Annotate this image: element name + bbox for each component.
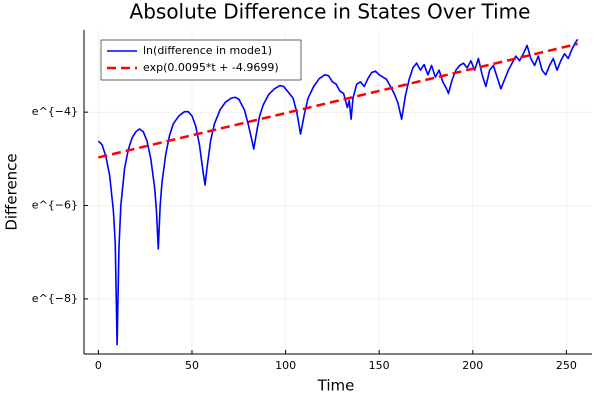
x-tick-label: 150 [369,359,390,372]
x-axis-label: Time [317,377,355,395]
x-tick-label: 50 [185,359,199,372]
x-tick-label: 100 [275,359,296,372]
y-axis-label: Difference [3,153,21,230]
y-tick-label: e^{−4} [32,105,78,118]
legend-label: exp(0.0095*t + -4.9699) [143,61,279,74]
series-line [97,38,579,346]
chart-title: Absolute Difference in States Over Time [130,0,531,24]
x-tick-label: 250 [556,359,577,372]
x-tick-label: 0 [95,359,102,372]
x-tick-label: 200 [462,359,483,372]
y-tick-label: e^{−6} [32,199,78,212]
legend: ln(difference in mode1) exp(0.0095*t + -4… [100,39,302,81]
series-line [98,42,578,159]
legend-box [100,39,302,81]
legend-label: ln(difference in mode1) [143,44,272,57]
y-tick-label: e^{−8} [32,292,78,305]
